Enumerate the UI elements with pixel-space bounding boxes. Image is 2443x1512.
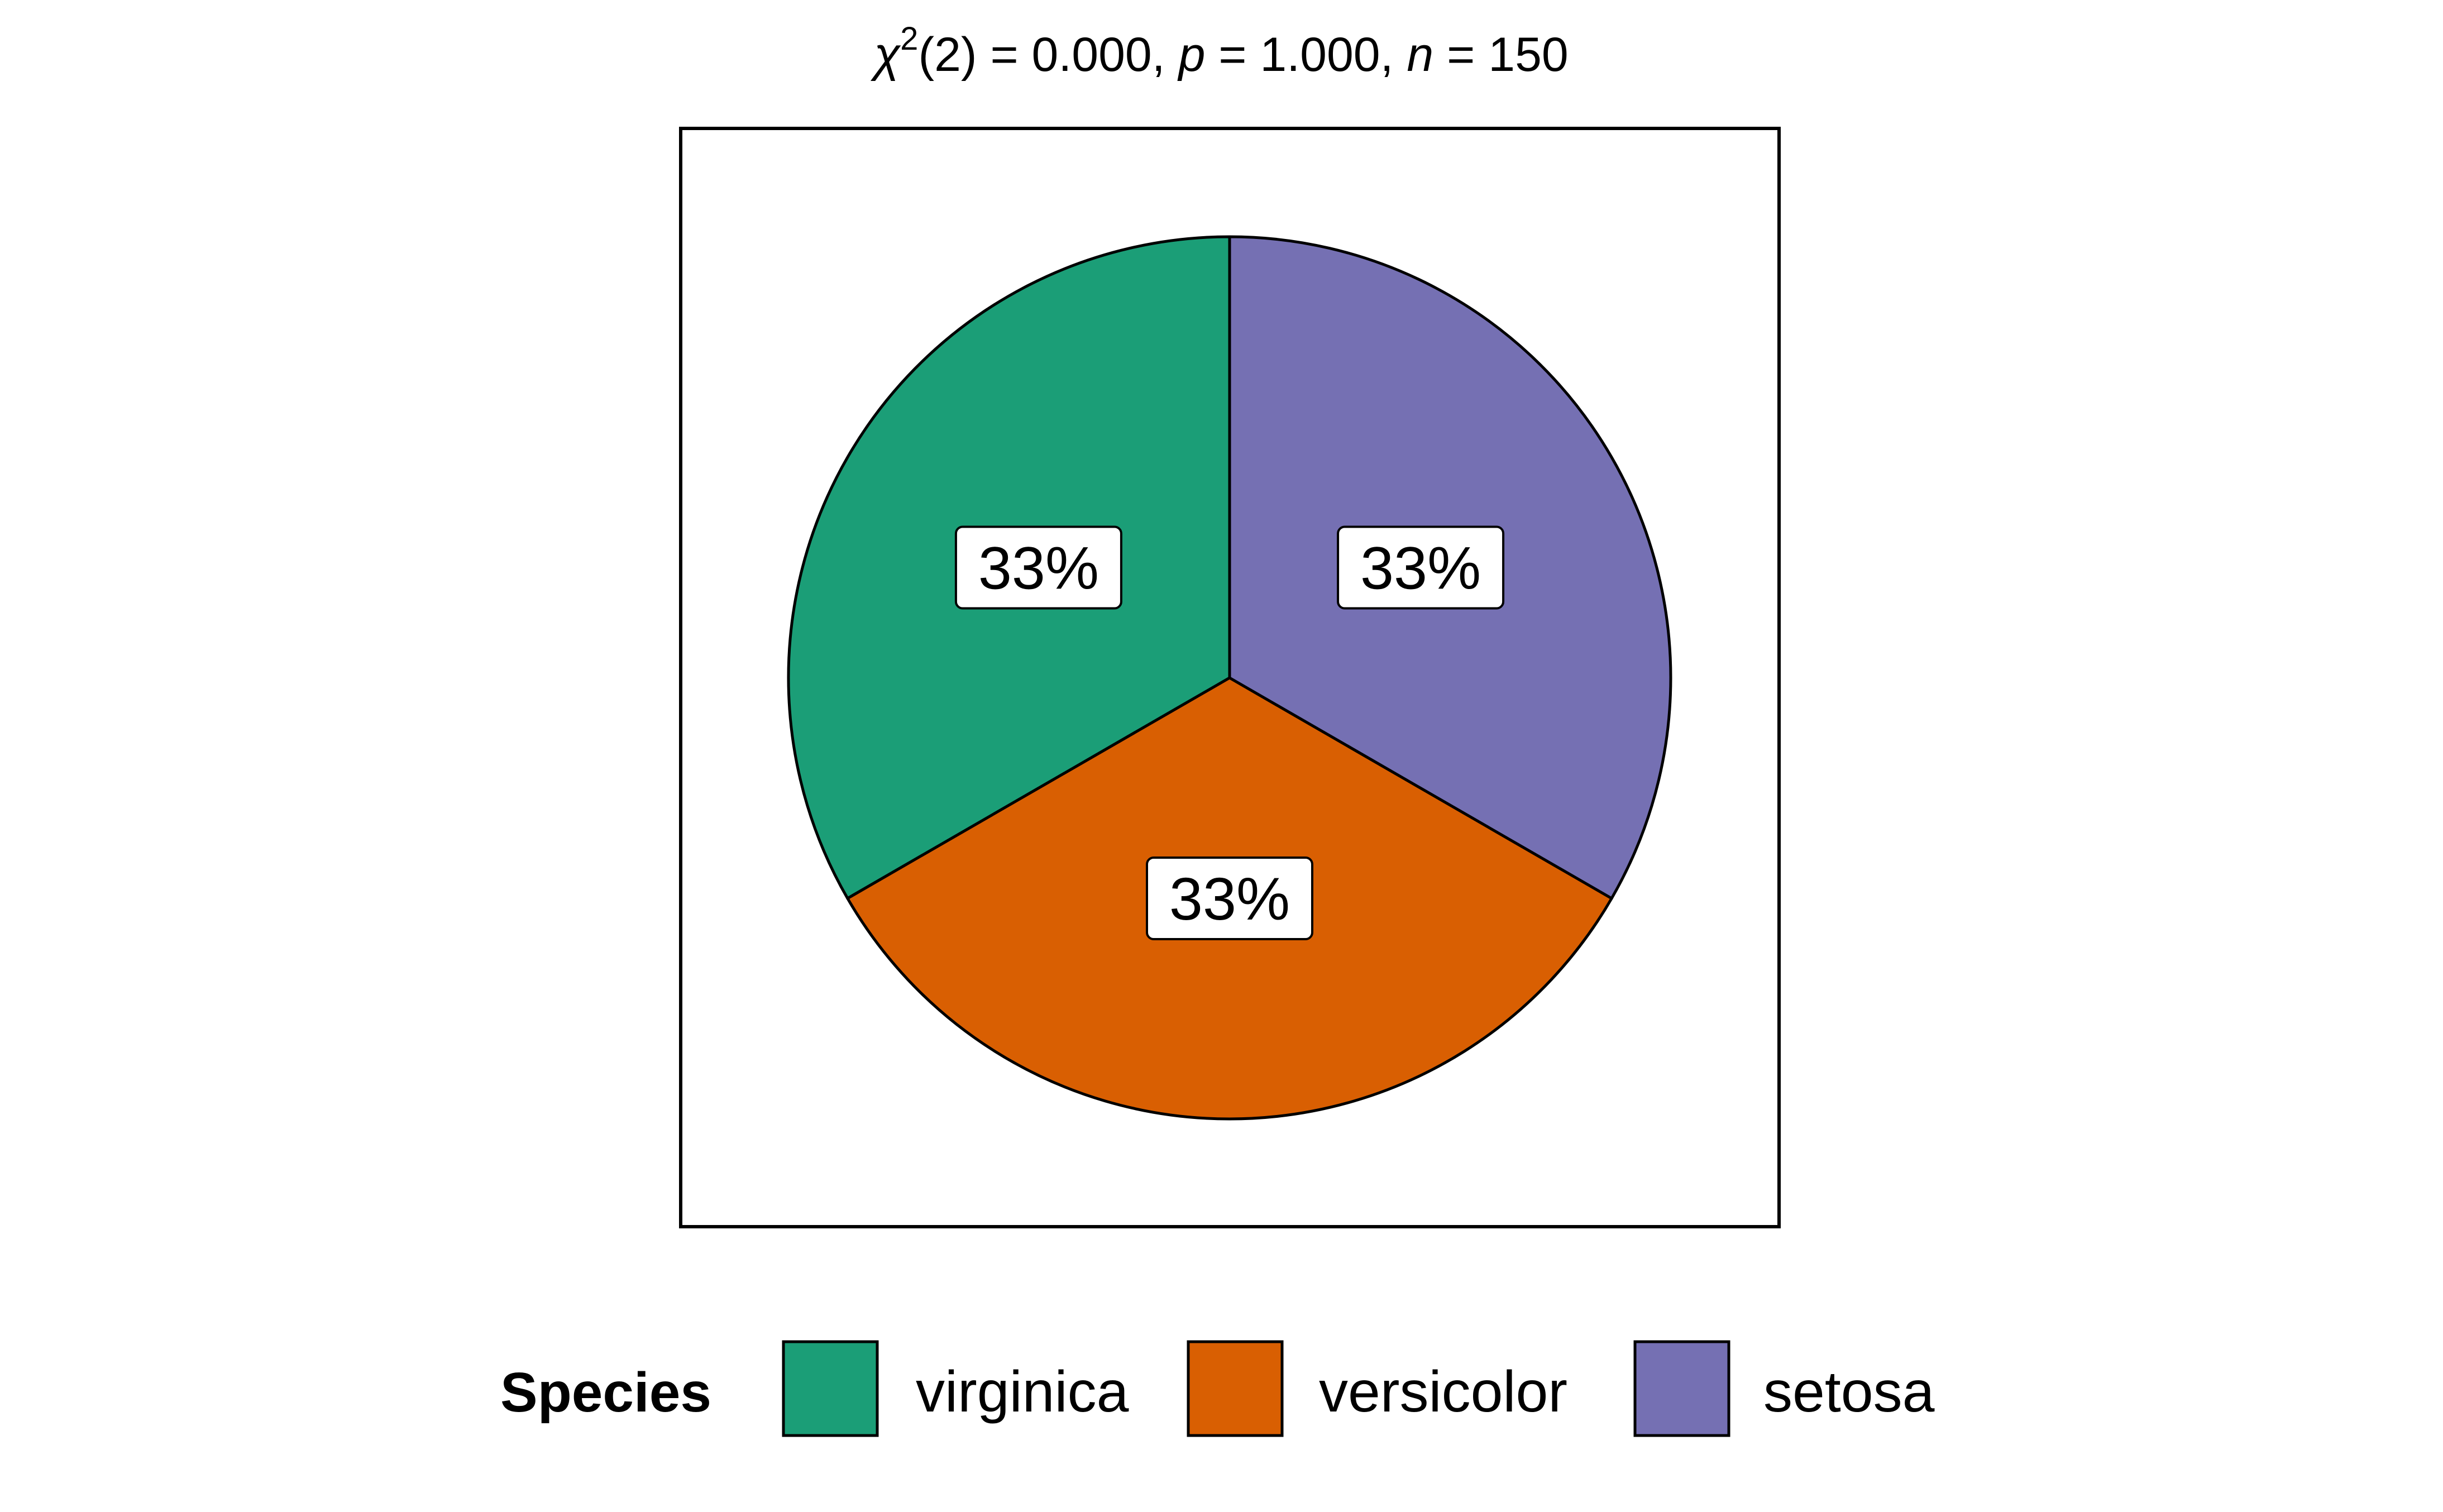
slice-percent-label: 33% <box>978 534 1099 602</box>
df-statistic: (2) = 0.000, <box>918 28 1178 82</box>
legend: Species virginica versicolor setosa <box>500 1340 1935 1437</box>
legend-key-setosa <box>1633 1340 1730 1437</box>
slice-label-setosa: 33% <box>1337 525 1505 610</box>
pie-slices <box>787 235 1672 1121</box>
legend-label-setosa: setosa <box>1763 1360 1935 1424</box>
n-value: = 150 <box>1433 28 1569 82</box>
slice-label-box <box>1337 525 1505 610</box>
legend-title: Species <box>500 1361 711 1424</box>
slice-percent-label: 33% <box>1360 534 1481 602</box>
legend-key-versicolor <box>1187 1340 1284 1437</box>
slice-label-box <box>1146 857 1313 940</box>
n-label: n <box>1407 28 1433 82</box>
slice-label-box <box>954 525 1122 610</box>
legend-label-virginica: virginica <box>916 1360 1129 1424</box>
slice-percent-label: 33% <box>1169 865 1290 932</box>
slice-label-versicolor: 33% <box>1146 857 1313 940</box>
p-value: = 1.000, <box>1205 28 1407 82</box>
p-label: p <box>1177 28 1206 82</box>
legend-label-versicolor: versicolor <box>1319 1360 1567 1424</box>
legend-key-virginica <box>782 1340 879 1437</box>
pie-slice-labels: 33% 33% 33% <box>954 525 1505 940</box>
chi-symbol: χ <box>870 28 901 82</box>
slice-label-virginica: 33% <box>954 525 1122 610</box>
chart-subtitle: χ2(2) = 0.000, p = 1.000, n = 150 <box>870 21 1569 82</box>
chi-superscript: 2 <box>900 21 918 57</box>
